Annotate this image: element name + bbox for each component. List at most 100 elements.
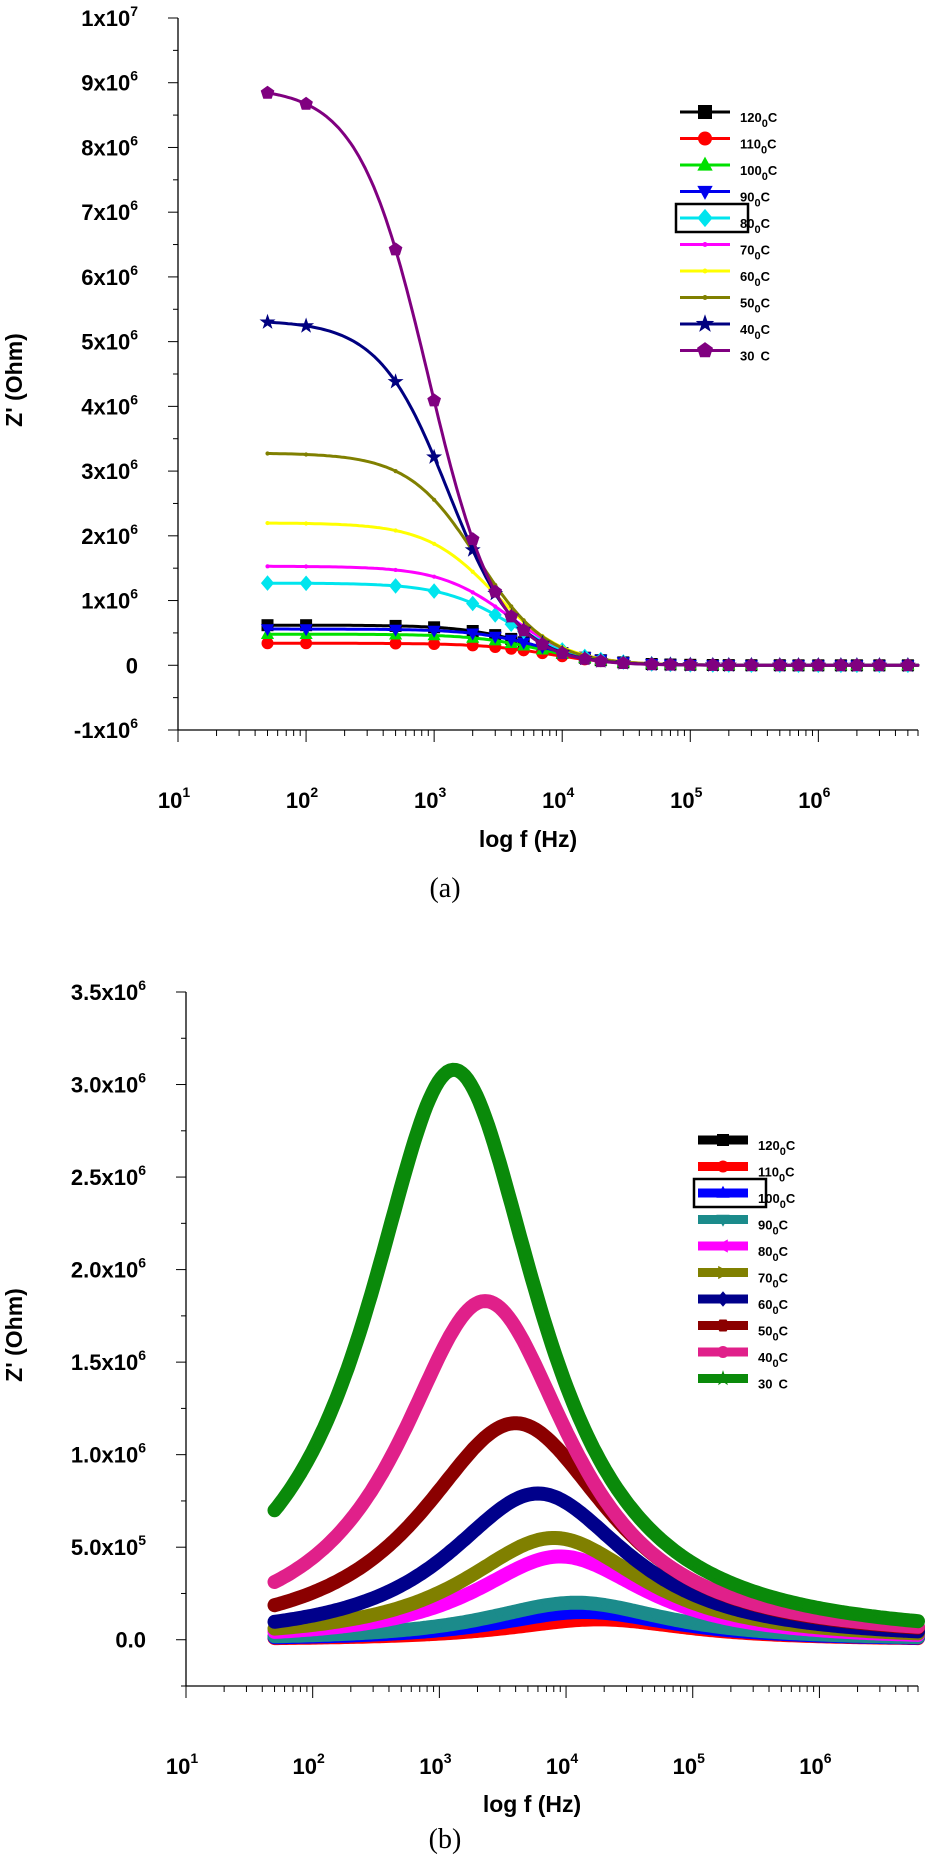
legend-label-120: 1200C — [758, 1138, 796, 1158]
legend-marker-40 — [717, 1346, 729, 1358]
data-point-30 — [593, 654, 608, 668]
data-point-90 — [522, 1604, 534, 1615]
data-point-40 — [522, 1344, 533, 1355]
data-point-30 — [791, 658, 806, 672]
data-point-50 — [433, 1485, 446, 1496]
data-point-60 — [470, 569, 475, 574]
x-tick-label: 104 — [546, 1750, 578, 1779]
y-tick-label: 4x106 — [81, 391, 138, 419]
x-tick-label: 103 — [419, 1750, 451, 1779]
data-point-90 — [560, 1599, 572, 1609]
data-point-30 — [772, 658, 787, 672]
legend-label-90: 900C — [758, 1218, 789, 1238]
data-point-60 — [433, 1554, 445, 1567]
legend-marker-100 — [697, 156, 713, 171]
data-point-60 — [649, 1566, 661, 1580]
data-point-30 — [746, 1584, 760, 1597]
data-point-40 — [298, 317, 315, 333]
legend-marker-100 — [716, 1185, 730, 1198]
caption-b: (b) — [429, 1824, 462, 1855]
data-point-30 — [521, 1257, 535, 1271]
legend-label-60: 600C — [758, 1297, 789, 1317]
data-point-80 — [509, 1563, 520, 1575]
legend-marker-80 — [697, 208, 713, 228]
data-point-70 — [435, 1587, 446, 1598]
x-tick-label: 101 — [158, 784, 190, 813]
data-point-60 — [621, 1546, 632, 1559]
data-point-90 — [488, 631, 502, 644]
data-point-40 — [776, 1605, 787, 1616]
data-point-30 — [465, 532, 480, 546]
data-point-90 — [517, 637, 531, 650]
data-point-40 — [426, 448, 443, 464]
data-point-30 — [394, 1179, 408, 1192]
data-point-50 — [268, 1600, 281, 1611]
data-point-40 — [464, 541, 481, 557]
data-point-40 — [687, 1575, 698, 1586]
data-point-40 — [434, 1351, 445, 1362]
data-point-40 — [259, 313, 276, 329]
data-point-30 — [683, 657, 698, 671]
data-point-90 — [504, 634, 518, 647]
data-point-40 — [725, 1591, 736, 1602]
data-point-30 — [493, 1156, 507, 1169]
series-line-30 — [266, 91, 920, 667]
data-point-110 — [261, 637, 274, 650]
data-point-40 — [668, 1563, 679, 1574]
chart-panel-b: 3.5x106 3.0x106 2.5x106 2.0x106 1.5x106 1.0x1… — [1, 977, 925, 1817]
y-tick-label: 5.0x105 — [71, 1532, 146, 1560]
y-tick-label: 5x106 — [81, 327, 138, 355]
legend-label-30: 30 C — [740, 349, 770, 364]
data-point-30 — [504, 609, 519, 623]
data-point-30 — [663, 657, 678, 671]
data-point-80 — [488, 607, 502, 623]
legend-label-110: 1100C — [740, 137, 777, 157]
data-point-40 — [541, 1384, 552, 1395]
data-point-40 — [649, 1550, 660, 1561]
data-point-70 — [600, 1550, 611, 1562]
data-point-30 — [516, 623, 531, 637]
data-point-30 — [388, 242, 403, 256]
series-30 — [267, 1062, 925, 1629]
data-point-100 — [560, 1606, 572, 1617]
data-point-80 — [560, 1551, 571, 1563]
caption-a: (a) — [429, 873, 460, 904]
data-point-60 — [269, 1615, 280, 1629]
data-point-50 — [522, 1420, 534, 1431]
data-point-60 — [598, 1526, 610, 1540]
data-point-30 — [597, 1461, 611, 1474]
data-point-90 — [395, 1626, 407, 1637]
legend-marker-110 — [698, 131, 712, 146]
data-point-90 — [260, 624, 275, 637]
x-tick-label: 104 — [542, 784, 574, 813]
data-point-110 — [300, 637, 313, 650]
chart-panel-a: 1x107 9x106 8x106 7x106 6x106 5x106 4x106 3x106… — [1, 3, 920, 852]
data-point-90 — [687, 1618, 699, 1629]
data-point-80 — [471, 1583, 482, 1595]
data-point-30 — [811, 658, 826, 672]
legend-highlight-box — [674, 202, 750, 234]
data-point-30 — [835, 1605, 849, 1618]
data-point-40 — [583, 1468, 594, 1479]
data-point-60 — [393, 528, 398, 533]
legend-highlight-box — [692, 1177, 768, 1209]
legend-label-50: 500C — [758, 1324, 789, 1344]
data-point-50 — [509, 1418, 522, 1429]
data-point-40 — [510, 1322, 521, 1333]
y-tick-label: 2.0x106 — [71, 1255, 146, 1283]
data-point-30 — [901, 658, 915, 672]
legend-marker-110 — [717, 1160, 729, 1173]
data-point-30 — [260, 85, 275, 99]
data-point-80 — [427, 583, 441, 599]
data-point-30 — [306, 1444, 320, 1457]
data-point-90 — [621, 1605, 632, 1616]
legend-marker-90 — [716, 1214, 730, 1227]
data-point-60 — [307, 1609, 319, 1622]
data-point-60 — [560, 1496, 572, 1509]
y-tick-label: 6x106 — [81, 262, 138, 290]
data-point-60 — [687, 1587, 699, 1601]
data-point-90 — [709, 1622, 721, 1633]
data-point-90 — [433, 1622, 445, 1632]
legend-label-70: 700C — [740, 243, 771, 263]
data-point-30 — [834, 658, 848, 672]
